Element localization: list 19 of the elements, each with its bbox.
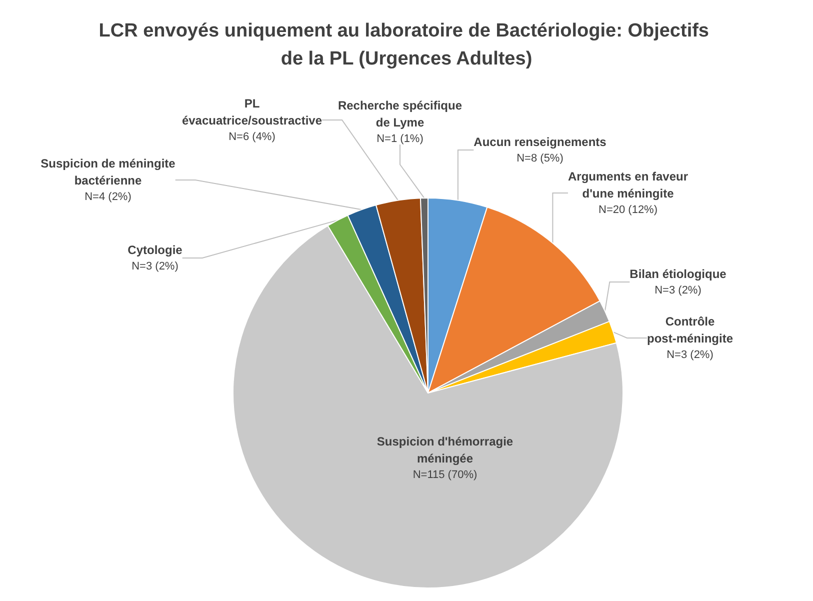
data-label: N=4 (2%): [84, 191, 132, 203]
slice-label: Arguments en faveur d'une méningite: [568, 170, 688, 200]
slice-label: Recherche spécifique de Lyme: [338, 98, 462, 130]
data-label: N=6 (4%): [228, 131, 276, 143]
data-label: N=3 (2%): [654, 284, 702, 296]
slice-label: Bilan étiologique: [630, 267, 727, 281]
slice-label: Suspicion de méningite bactérienne: [40, 156, 176, 188]
slice-label: Contrôle post-méningite: [647, 314, 734, 346]
data-label: N=3 (2%): [666, 349, 714, 361]
chart-title: LCR envoyés uniquement au laboratoire de Bactériologie: Objectifs de la PL (Urgences Adultes): [98, 20, 714, 70]
data-label: N=20 (12%): [598, 204, 658, 216]
slice-label: Suspicion d'hémorragie méningée: [376, 434, 514, 466]
data-label: N=3 (2%): [132, 260, 178, 272]
data-label: N=8 (5%): [516, 152, 564, 164]
slice-label: PL évacuatrice/soustractive: [182, 96, 322, 128]
data-label: N=115 (70%): [412, 469, 478, 481]
slice-label: Aucun renseignements: [474, 135, 607, 149]
data-label: N=1 (1%): [376, 133, 424, 145]
slice-label: Cytologie: [128, 243, 183, 257]
